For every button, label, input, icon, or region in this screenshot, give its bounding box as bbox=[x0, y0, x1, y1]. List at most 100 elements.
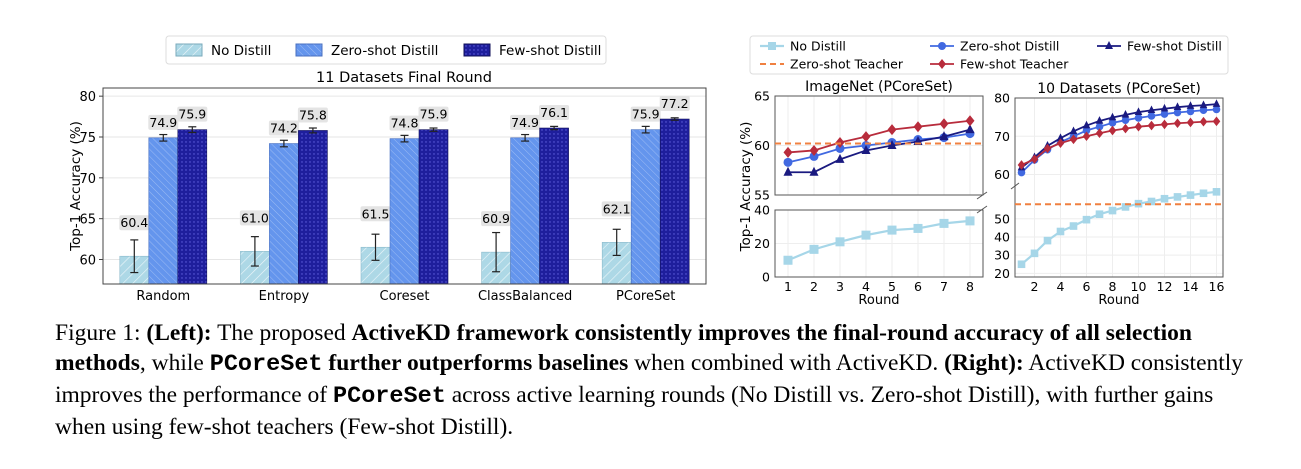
data-point bbox=[783, 255, 793, 265]
y-tick-label: 20 bbox=[754, 236, 770, 251]
data-point bbox=[913, 121, 923, 133]
data-point bbox=[1069, 134, 1078, 145]
legend-label-zero-shot: Zero-shot Distill bbox=[331, 43, 438, 59]
legend-label: Few-shot Teacher bbox=[960, 57, 1069, 72]
data-point bbox=[1069, 222, 1078, 230]
value-label-bg bbox=[418, 106, 449, 122]
bar bbox=[389, 138, 420, 285]
bar bbox=[148, 137, 179, 285]
data-point bbox=[1160, 194, 1169, 203]
bar-legend: No Distill Zero-shot Distill Few-shot Di… bbox=[165, 35, 607, 65]
axis-break-mark bbox=[976, 191, 988, 200]
value-label-bg bbox=[119, 215, 150, 231]
series-line bbox=[1020, 108, 1217, 174]
value-label-bg bbox=[389, 115, 420, 131]
x-tick-label: Entropy bbox=[259, 289, 310, 304]
caption-left-label: (Left): bbox=[146, 320, 212, 346]
caption-bold: further outperforms baselines bbox=[322, 350, 629, 376]
y-tick-label: 20 bbox=[994, 266, 1010, 281]
data-point bbox=[1186, 101, 1195, 109]
caption-text: The proposed bbox=[211, 320, 352, 346]
data-point bbox=[1147, 120, 1156, 131]
data-point bbox=[1108, 206, 1117, 215]
data-point bbox=[783, 146, 793, 158]
legend-label: Zero-shot Distill bbox=[960, 39, 1059, 54]
y-tick-label: 75 bbox=[79, 131, 96, 146]
x-tick-label: 5 bbox=[888, 279, 896, 294]
data-point bbox=[1056, 227, 1065, 236]
data-point bbox=[1199, 189, 1208, 198]
data-point bbox=[1043, 143, 1052, 154]
data-point bbox=[1212, 105, 1221, 114]
line-panel: 10 Datasets (PCoreSet) 2 4 6 8 10 12 14 16 60 70 80… bbox=[994, 81, 1224, 308]
data-point bbox=[1121, 116, 1130, 124]
data-point bbox=[1134, 114, 1143, 122]
bar bbox=[298, 130, 328, 285]
data-point bbox=[861, 230, 871, 240]
value-label: 75.9 bbox=[420, 107, 448, 122]
data-point bbox=[835, 237, 845, 247]
bar-chart-title: 11 Datasets Final Round bbox=[316, 70, 492, 86]
value-label: 74.9 bbox=[511, 115, 539, 130]
x-tick-label: 7 bbox=[940, 279, 948, 294]
data-point bbox=[835, 143, 845, 153]
line-legend: No Distill Zero-shot Distill Few-shot Dist… bbox=[749, 35, 1229, 75]
x-tick-label: Coreset bbox=[380, 289, 430, 304]
y-tick-label: 65 bbox=[79, 213, 96, 228]
x-tick-label: 1 bbox=[784, 279, 792, 294]
bar-chart-ylabel: Top-1 Accuracy (%) bbox=[68, 121, 84, 252]
value-label-bg bbox=[239, 210, 270, 226]
value-label-bg bbox=[481, 211, 512, 227]
x-tick-label: ClassBalanced bbox=[478, 289, 572, 304]
data-point bbox=[768, 42, 776, 50]
data-point bbox=[1082, 126, 1091, 135]
data-point bbox=[1095, 122, 1104, 131]
data-point bbox=[809, 244, 819, 254]
data-point bbox=[1017, 260, 1026, 269]
bar-chart: No Distill Zero-shot Distill Few-shot Di… bbox=[68, 35, 707, 304]
data-point bbox=[1017, 168, 1026, 177]
legend-swatch-zero-shot bbox=[295, 43, 323, 57]
data-point bbox=[1108, 119, 1117, 127]
legend-swatch-few-shot bbox=[463, 43, 491, 57]
value-label-bg bbox=[510, 114, 541, 130]
data-point bbox=[1212, 188, 1221, 196]
data-point bbox=[913, 223, 923, 233]
y-axis-label: Top-1 Accuracy (%) bbox=[738, 122, 754, 253]
data-point bbox=[861, 131, 871, 143]
data-point bbox=[1043, 236, 1052, 245]
data-point bbox=[783, 157, 793, 167]
value-label: 77.2 bbox=[661, 96, 689, 111]
data-point bbox=[1199, 116, 1208, 127]
data-point bbox=[1082, 120, 1091, 129]
data-point bbox=[887, 225, 897, 235]
line-charts: ImageNet (PCoreSet)1 2 3 4 5 6 7 855606502040Ro… bbox=[738, 79, 1224, 308]
value-label-bg bbox=[148, 114, 179, 130]
value-label-bg bbox=[630, 106, 661, 122]
data-point bbox=[939, 131, 949, 141]
data-point bbox=[1017, 160, 1026, 170]
value-label: 74.8 bbox=[391, 116, 419, 131]
data-point bbox=[939, 118, 949, 130]
data-point bbox=[1095, 116, 1104, 124]
x-tick-label: 4 bbox=[1057, 279, 1065, 294]
bar bbox=[177, 129, 208, 285]
caption-text: ActiveKD consistently improves the perfo… bbox=[55, 350, 1244, 408]
value-label: 75.9 bbox=[178, 107, 206, 122]
x-tick-label: 8 bbox=[1109, 279, 1117, 294]
data-point bbox=[1199, 106, 1208, 115]
y-tick-label: 55 bbox=[754, 188, 770, 203]
y-tick-label: 40 bbox=[754, 203, 770, 218]
data-point bbox=[965, 216, 975, 226]
y-tick-label: 60 bbox=[754, 138, 770, 153]
data-point bbox=[1082, 131, 1091, 142]
y-tick-label: 70 bbox=[79, 172, 96, 187]
x-tick-label: Random bbox=[136, 289, 190, 304]
data-point bbox=[809, 144, 819, 156]
data-point bbox=[809, 151, 819, 161]
data-point bbox=[887, 140, 897, 149]
axes-frame bbox=[774, 209, 984, 278]
caption-fig-label: Figure 1: bbox=[55, 320, 147, 346]
x-tick-label: PCoreSet bbox=[616, 289, 675, 304]
data-point bbox=[1121, 123, 1130, 134]
